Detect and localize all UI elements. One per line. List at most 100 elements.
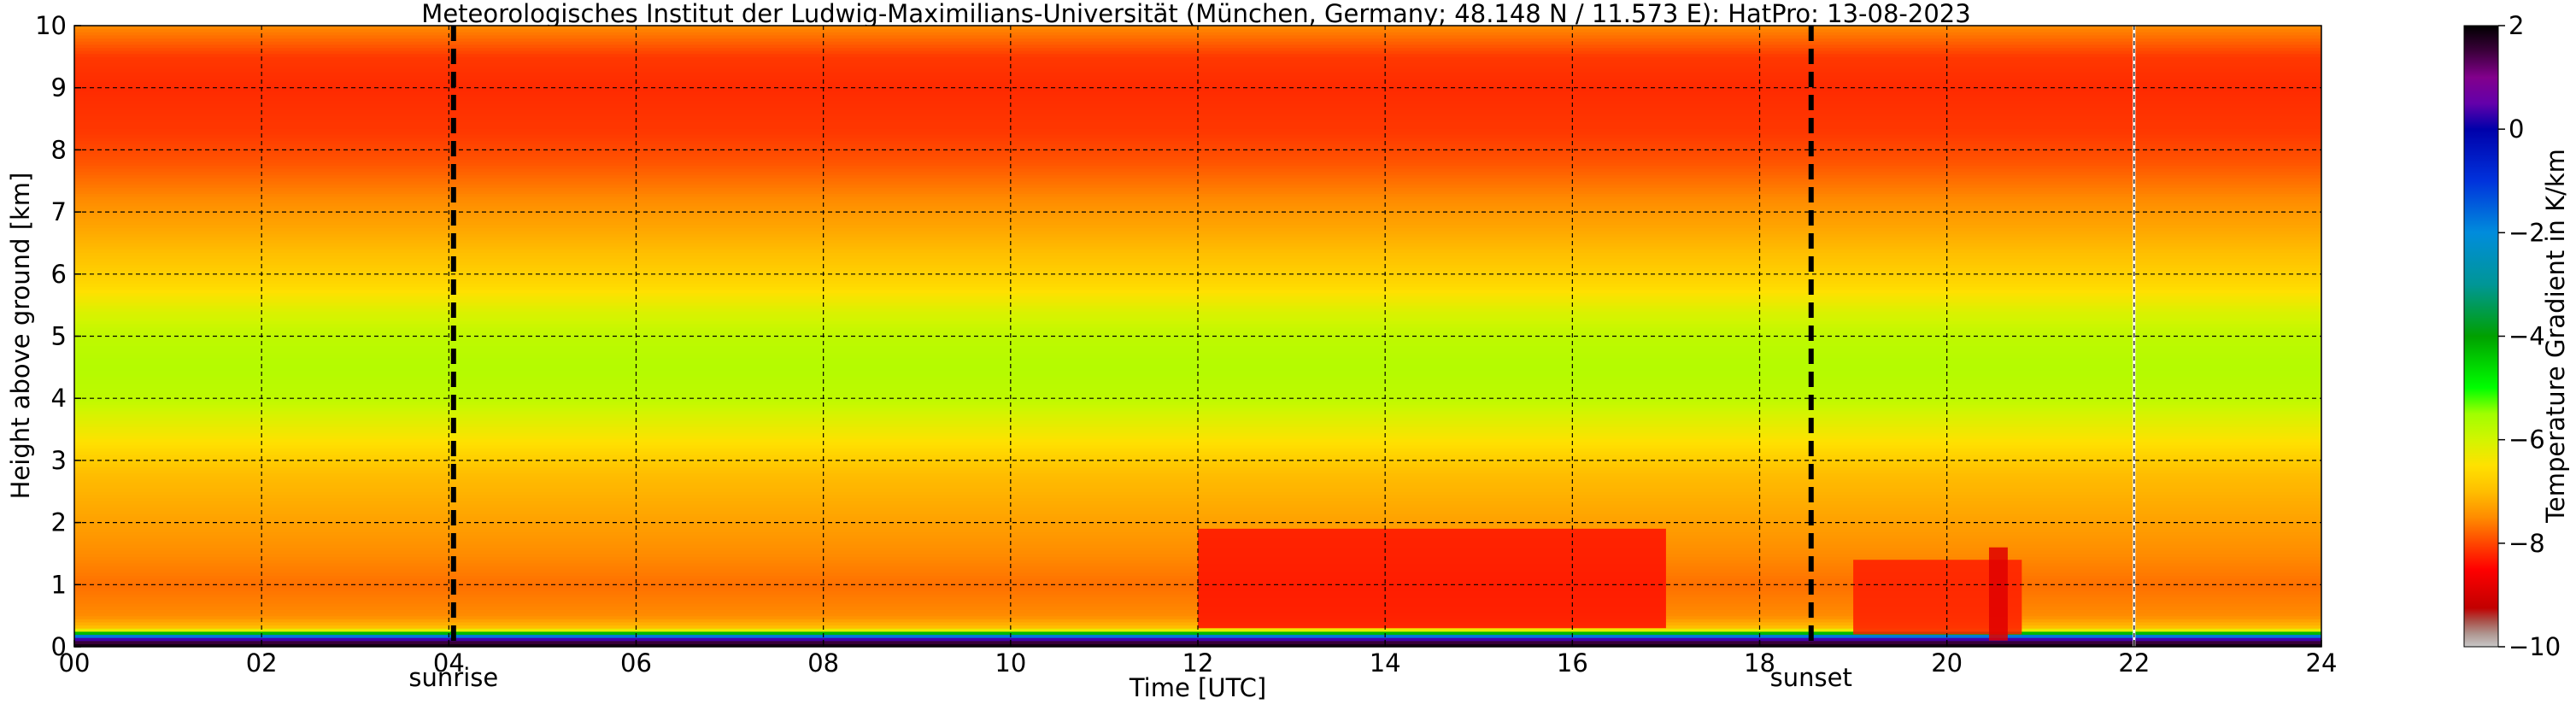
heatmap-band <box>74 283 2321 287</box>
heatmap-band <box>74 153 2321 157</box>
heatmap-band <box>74 628 2321 632</box>
x-tick-label: 14 <box>1370 648 1401 678</box>
heatmap-band <box>74 491 2321 496</box>
heatmap-band <box>74 184 2321 188</box>
heatmap-band <box>74 383 2321 387</box>
y-tick-label: 3 <box>51 446 67 475</box>
heatmap-band <box>74 221 2321 226</box>
colorbar <box>2463 25 2499 648</box>
heatmap-band <box>74 336 2321 340</box>
y-tick-label: 5 <box>51 322 67 351</box>
heatmap-band <box>74 44 2321 49</box>
heatmap-band <box>74 292 2321 296</box>
colorbar-tick-label: −8 <box>2509 529 2545 558</box>
x-tick-label: 10 <box>995 648 1026 678</box>
heatmap-band <box>74 230 2321 235</box>
y-tick-label: 9 <box>51 73 67 103</box>
x-tick-label: 06 <box>620 648 652 678</box>
x-tick-label: 22 <box>2118 648 2150 678</box>
heatmap-band <box>74 444 2321 449</box>
heatmap-band <box>74 330 2321 334</box>
heatmap-band <box>74 115 2321 120</box>
heatmap-band <box>74 522 2321 526</box>
heatmap-band <box>74 252 2321 256</box>
x-tick-label: 16 <box>1557 648 1588 678</box>
heatmap-band <box>74 59 2321 64</box>
x-axis-label: Time [UTC] <box>1129 673 1266 702</box>
heatmap-band <box>74 305 2321 309</box>
y-tick-label: 6 <box>51 260 67 289</box>
heatmap-band <box>74 391 2321 396</box>
heatmap-band <box>74 246 2321 250</box>
heatmap-band <box>74 127 2321 132</box>
y-tick-label: 10 <box>35 11 67 40</box>
y-tick-label: 1 <box>51 570 67 599</box>
heatmap-band <box>74 476 2321 480</box>
heatmap-band <box>74 351 2321 355</box>
chart-title: Meteorologisches Institut der Ludwig-Max… <box>421 0 1970 28</box>
heatmap-band <box>74 85 2321 89</box>
heatmap-band <box>74 497 2321 502</box>
heatmap-band <box>74 131 2321 135</box>
x-tick-label: 08 <box>807 648 839 678</box>
heatmap-band <box>74 190 2321 194</box>
heatmap-band <box>74 68 2321 73</box>
heatmap-feature <box>1198 528 1666 629</box>
heatmap-band <box>74 205 2321 210</box>
x-tick-label: 00 <box>59 648 91 678</box>
heatmap-band <box>74 261 2321 266</box>
heatmap-band <box>74 308 2321 313</box>
grid-lines <box>74 26 2321 647</box>
heatmap-band <box>74 174 2321 179</box>
heatmap-band <box>74 345 2321 349</box>
heatmap-band <box>74 361 2321 365</box>
x-tick-label: 18 <box>1744 648 1775 678</box>
heatmap-band <box>74 637 2321 642</box>
y-tick-label: 8 <box>51 135 67 164</box>
colorbar-tick-label: −4 <box>2509 322 2545 351</box>
heatmap-band <box>74 137 2321 142</box>
heatmap-feature <box>1988 547 2008 641</box>
heatmap-band <box>74 144 2321 148</box>
x-tick-label: 24 <box>2306 648 2338 678</box>
event-labels: sunrise sunset <box>408 663 1851 692</box>
heatmap-band <box>74 466 2321 471</box>
heatmap-band <box>74 75 2321 79</box>
y-axis: 0 1 2 3 4 5 6 7 8 9 10 <box>35 11 81 661</box>
y-tick-label: 7 <box>51 197 67 226</box>
heatmap-band <box>74 507 2321 511</box>
heatmap-band <box>74 28 2321 32</box>
y-axis-label: Height above ground [km] <box>6 173 35 500</box>
sunrise-label: sunrise <box>408 663 498 692</box>
heatmap-band <box>74 91 2321 95</box>
x-tick-label: 20 <box>1931 648 1963 678</box>
heatmap-band <box>74 482 2321 486</box>
heatmap-band <box>74 53 2321 57</box>
colorbar-ticks: 2 0 −2 −4 −6 −8 −10 <box>2498 11 2561 661</box>
heatmap-band <box>74 267 2321 272</box>
heatmap-band <box>74 314 2321 319</box>
heatmap-band <box>74 289 2321 294</box>
colorbar-tick-label: −6 <box>2509 425 2545 455</box>
heatmap-band <box>74 414 2321 418</box>
sunset-label: sunset <box>1770 663 1852 692</box>
heatmap-band <box>74 121 2321 126</box>
colorbar-tick-label: −10 <box>2509 632 2561 661</box>
heatmap-band <box>74 408 2321 412</box>
heatmap-band <box>74 513 2321 517</box>
heatmap-band <box>74 146 2321 150</box>
heatmap-band <box>74 438 2321 443</box>
x-tick-label: 02 <box>246 648 278 678</box>
event-lines <box>450 26 1814 647</box>
y-tick-label: 0 <box>51 632 67 661</box>
x-tick-label: 04 <box>433 648 465 678</box>
heatmap-band <box>74 199 2321 203</box>
heatmap-band <box>74 298 2321 303</box>
heatmap-band <box>74 631 2321 636</box>
heatmap-band <box>74 159 2321 163</box>
heatmap-band <box>74 376 2321 380</box>
heatmap-band <box>74 214 2321 219</box>
heatmap-band <box>74 168 2321 173</box>
heatmap-band <box>74 450 2321 455</box>
